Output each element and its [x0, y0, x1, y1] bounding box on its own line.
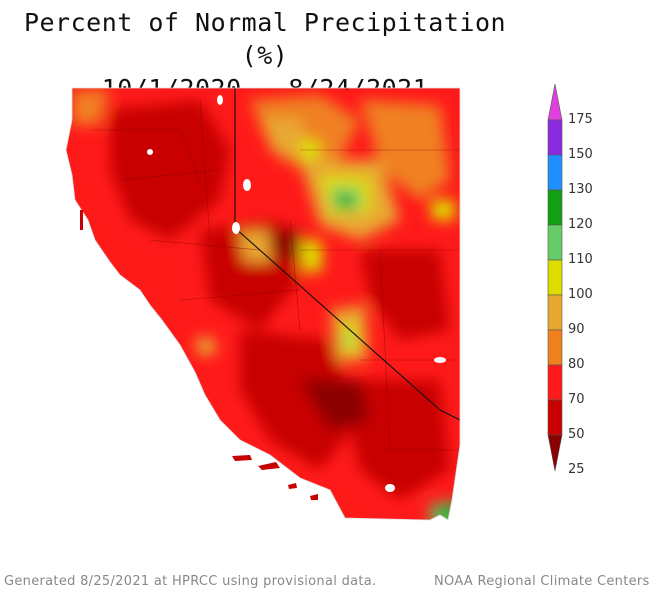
legend-label: 100	[568, 287, 593, 302]
precipitation-map	[65, 87, 461, 521]
color-legend	[547, 84, 563, 472]
legend-label: 130	[568, 182, 593, 197]
legend-label: 110	[568, 252, 593, 267]
legend-swatch	[547, 259, 563, 296]
lakes	[147, 95, 446, 492]
legend-swatch	[547, 399, 563, 436]
channel-islands	[232, 455, 318, 500]
legend-swatch	[547, 294, 563, 331]
legend-label: 120	[568, 217, 593, 232]
legend-label: 90	[568, 322, 585, 337]
legend-swatch	[547, 364, 563, 401]
title-line-1: Percent of Normal Precipitation (%)	[23, 8, 507, 70]
legend-label: 80	[568, 357, 585, 372]
legend-swatch	[547, 154, 563, 191]
legend-label: 150	[568, 147, 593, 162]
legend-label: 25	[568, 462, 585, 477]
legend-top-arrow	[547, 84, 563, 121]
legend-swatch	[547, 329, 563, 366]
legend-label: 70	[568, 392, 585, 407]
credit-note: NOAA Regional Climate Centers	[434, 574, 650, 589]
legend-label: 50	[568, 427, 585, 442]
legend-swatch	[547, 119, 563, 156]
farallon-marker	[80, 210, 83, 230]
precip-field	[66, 88, 460, 520]
generated-note: Generated 8/25/2021 at HPRCC using provi…	[4, 574, 377, 589]
legend-bottom-arrow	[547, 434, 563, 472]
legend-swatch	[547, 224, 563, 261]
legend-label: 175	[568, 112, 593, 127]
legend-swatch	[547, 189, 563, 226]
